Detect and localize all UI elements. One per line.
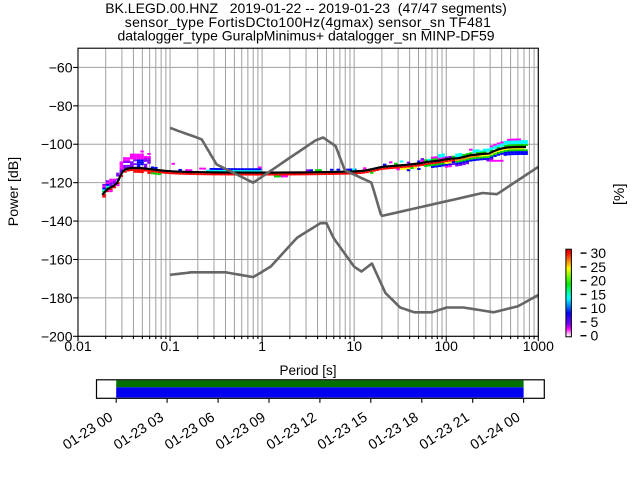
svg-text:Period [s]: Period [s] [279,363,336,378]
svg-text:[%]: [%] [611,183,628,205]
svg-text:−140: −140 [41,213,73,229]
svg-text:1: 1 [258,338,266,354]
svg-text:10: 10 [591,300,607,316]
svg-text:5: 5 [591,314,599,330]
svg-text:datalogger_type GuralpMinimus+: datalogger_type GuralpMinimus+ datalogge… [117,28,494,44]
svg-text:−80: −80 [49,98,73,114]
svg-text:0.1: 0.1 [160,338,180,354]
svg-text:100: 100 [435,338,459,354]
svg-text:sensor_type FortisDCto100Hz(4g: sensor_type FortisDCto100Hz(4gmax) senso… [125,14,491,30]
svg-text:25: 25 [591,259,607,275]
svg-text:1000: 1000 [523,338,554,354]
svg-text:20: 20 [591,273,607,289]
svg-text:10: 10 [346,338,362,354]
svg-text:0: 0 [591,328,599,344]
svg-text:−100: −100 [41,136,73,152]
svg-text:BK.LEGD.00.HNZ 2019-01-22 --: BK.LEGD.00.HNZ 2019-01-22 -- 2019-01-23 … [105,0,507,16]
svg-text:−180: −180 [41,290,73,306]
svg-text:−200: −200 [41,328,73,344]
svg-text:−60: −60 [49,59,73,75]
svg-text:30: 30 [591,245,607,261]
svg-text:0.01: 0.01 [64,338,91,354]
svg-text:−160: −160 [41,252,73,268]
svg-text:−120: −120 [41,175,73,191]
svg-text:15: 15 [591,286,607,302]
svg-text:Power [dB]: Power [dB] [6,157,22,226]
